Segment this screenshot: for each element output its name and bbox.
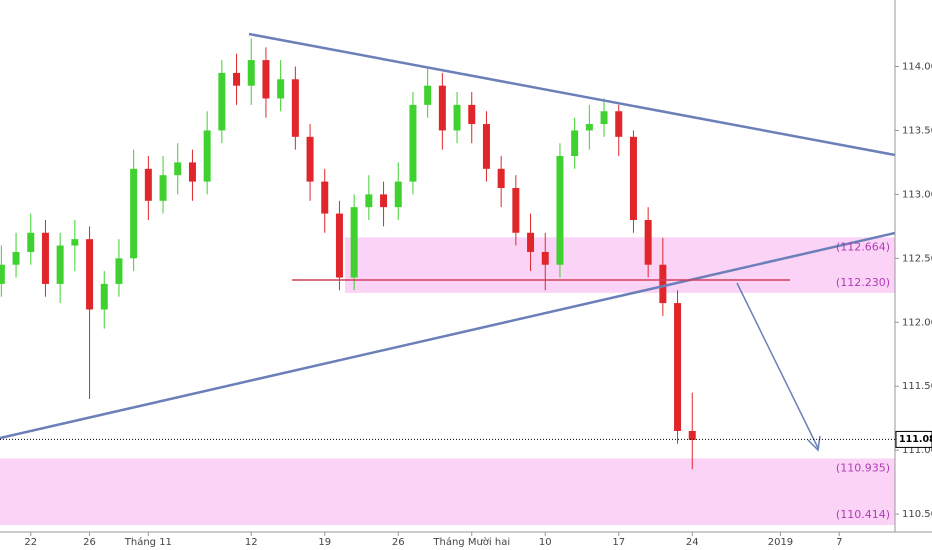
candle-body (380, 194, 388, 208)
x-tick-label: 12 (245, 537, 258, 548)
candle-body (365, 194, 373, 208)
x-tick-label: Tháng Mười hai (432, 536, 510, 548)
x-tick-label: 22 (24, 537, 37, 548)
candle-body (409, 104, 417, 182)
candle-body (556, 156, 564, 265)
y-tick-label: 111.500 (902, 381, 932, 392)
candle-body (688, 430, 696, 440)
candle-body (188, 162, 196, 182)
y-tick-label: 110.500 (902, 509, 932, 520)
candle-body (203, 130, 211, 182)
candle-body (438, 85, 446, 131)
candle-body (0, 264, 5, 284)
candle-body (629, 136, 637, 220)
candle-body (27, 232, 35, 252)
candle-body (615, 111, 623, 137)
candle-body (424, 85, 432, 105)
candle-body (644, 219, 652, 265)
candle-body (100, 283, 108, 310)
last-price-label: 111.084 (899, 434, 932, 445)
candle-body (571, 130, 579, 157)
candle-body (174, 162, 182, 176)
candle-body (218, 72, 226, 131)
zone (345, 237, 895, 293)
candle-body (482, 124, 490, 169)
y-tick-label: 111.000 (902, 445, 932, 456)
y-tick-label: 114.000 (902, 62, 932, 73)
x-tick-label: Tháng 11 (124, 536, 172, 548)
zone-label: (110.935) (836, 461, 890, 474)
candle-body (115, 258, 123, 284)
last-price-box (895, 430, 932, 448)
x-tick-label: 26 (83, 537, 96, 548)
candle-body (71, 239, 79, 246)
x-tick-label: 10 (539, 537, 552, 548)
candle-body (41, 232, 49, 284)
candle-body (600, 111, 608, 125)
candle-body (159, 175, 167, 201)
candle-body (527, 232, 535, 252)
zone-label: (110.414) (836, 508, 890, 521)
x-tick-label: 2019 (768, 537, 793, 548)
candle-body (291, 79, 299, 137)
x-tick-label: 7 (836, 537, 842, 548)
candle-body (585, 124, 593, 131)
candle-body (56, 245, 64, 284)
y-tick-label: 112.000 (902, 317, 932, 328)
x-tick-label: 17 (612, 537, 625, 548)
x-tick-label: 24 (686, 537, 699, 548)
candle-body (394, 181, 402, 208)
candle-body (335, 213, 343, 278)
candle-body (277, 79, 285, 99)
candle-body (468, 104, 476, 125)
candle-body (497, 168, 505, 188)
y-tick-label: 113.500 (902, 125, 932, 136)
x-tick-label: 19 (318, 537, 331, 548)
candle-body (659, 264, 667, 304)
candle-body (262, 60, 270, 99)
candle-body (541, 251, 549, 265)
support-trendline (0, 231, 896, 440)
candle-body (453, 104, 461, 131)
x-tick-label: 26 (392, 537, 405, 548)
candle-body (247, 60, 255, 86)
zone-label: (112.230) (836, 276, 890, 289)
projection-arrow (736, 282, 819, 449)
candle-body (130, 168, 138, 259)
candle-body (86, 239, 94, 310)
arrow-head (807, 435, 821, 452)
candle-body (233, 72, 241, 86)
zone-label: (112.664) (836, 240, 890, 253)
candle-body (350, 207, 358, 278)
candle-body (12, 251, 20, 265)
y-tick-label: 112.500 (902, 253, 932, 264)
candle-body (144, 168, 152, 201)
resistance-trendline (248, 32, 896, 157)
candle-body (321, 181, 329, 214)
zone (0, 458, 895, 526)
y-tick-label: 113.000 (902, 189, 932, 200)
candle-body (512, 187, 520, 233)
candle-body (306, 136, 314, 182)
candle-body (674, 303, 682, 431)
